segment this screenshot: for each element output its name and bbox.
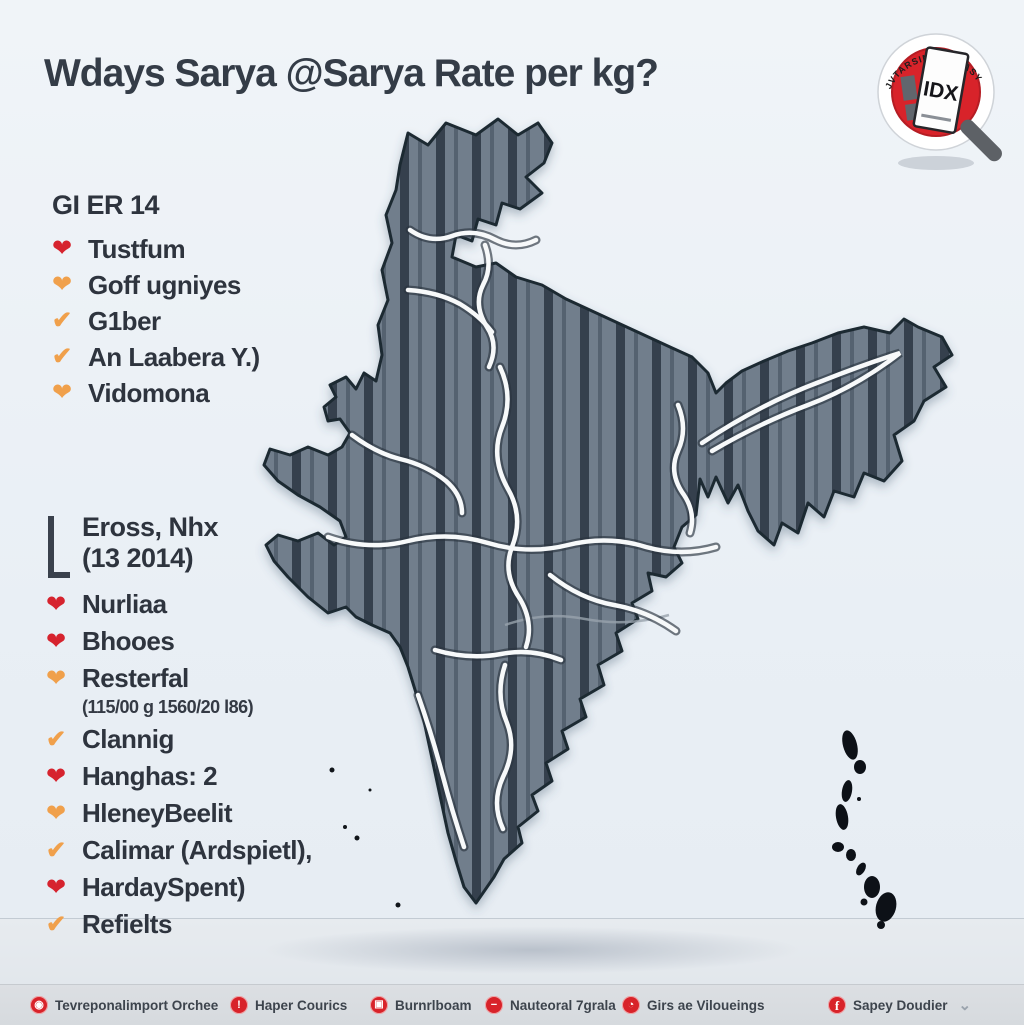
list-item: Nurliaa <box>46 586 312 623</box>
heart-icon <box>46 593 82 617</box>
list-item-subtext: (115/00 g 1560/20 l86) <box>82 697 254 717</box>
list-item: Tustfum <box>52 231 260 267</box>
island-chain <box>832 730 897 929</box>
list-item-label: HleneyBeelit <box>82 798 233 828</box>
list-top: GI ER 14 Tustfum Goff ugniyes G1ber An L… <box>52 190 260 411</box>
list-item-label: An Laabera Y.) <box>88 341 260 372</box>
heart-icon <box>52 237 88 261</box>
magnifier-handle-icon <box>960 119 1002 162</box>
footer-bar: Tevreponalimport Orchee Haper Courics Bu… <box>0 984 1024 1025</box>
footer-item-label: Haper Courics <box>255 997 348 1013</box>
list-item-label: Nurliaa <box>82 589 167 619</box>
footer-item-label: Girs ae Viloueings <box>647 997 765 1013</box>
list-item-label: Vidomona <box>88 377 210 408</box>
heart-icon <box>46 667 82 691</box>
chevron-down-icon <box>959 996 972 1014</box>
footer-item: Burnrlboam <box>370 996 472 1014</box>
heart-icon <box>46 630 82 654</box>
list-item: Vidomona <box>52 375 260 411</box>
list-bottom: Eross, Nhx (13 2014) Nurliaa Bhooes Rest… <box>46 512 312 943</box>
minus-icon <box>485 996 503 1014</box>
list-bottom-header-line2: (13 2014) <box>82 543 194 573</box>
list-item: Clannig <box>46 721 312 758</box>
list-item: Refielts <box>46 906 312 943</box>
list-item-label: Bhooes <box>82 626 175 656</box>
footer-item: Haper Courics <box>230 996 347 1014</box>
india-map <box>262 117 954 929</box>
heart-icon <box>52 381 88 405</box>
check-icon <box>46 839 82 863</box>
check-icon <box>46 728 82 752</box>
list-item-label: Refielts <box>82 909 172 939</box>
india-outline <box>262 117 954 905</box>
list-item-label: HardaySpent) <box>82 872 246 902</box>
page-title: Wdays Sarya @Sarya Rate per kg? <box>44 52 659 95</box>
heart-icon <box>52 273 88 297</box>
swirl-icon <box>30 996 48 1014</box>
list-bottom-header: Eross, Nhx (13 2014) <box>46 512 312 578</box>
list-top-header: GI ER 14 <box>52 190 160 220</box>
footer-item-label: Tevreponalimport Orchee <box>55 997 219 1013</box>
footer-item: Nauteoral 7grala <box>485 996 616 1014</box>
list-item: An Laabera Y.) <box>52 339 260 375</box>
map-shadow <box>262 926 802 974</box>
check-icon <box>46 913 82 937</box>
bracket-icon <box>48 516 70 578</box>
check-icon <box>52 345 88 369</box>
check-icon <box>52 309 88 333</box>
logo-document-icon: IDX <box>912 46 970 134</box>
list-item: Calimar (Ardspietl), <box>46 832 312 869</box>
footer-item: Tevreponalimport Orchee <box>30 996 218 1014</box>
footer-item-label: Burnrlboam <box>395 997 472 1013</box>
heart-icon <box>46 876 82 900</box>
list-item: HardaySpent) <box>46 869 312 906</box>
ink-specks <box>329 767 401 908</box>
footer-item: Girs ae Viloueings <box>622 996 765 1014</box>
grid-icon <box>370 996 388 1014</box>
footer-item: Sapey Doudier <box>828 996 971 1014</box>
logo-shadow <box>898 156 974 170</box>
heart-icon <box>46 802 82 826</box>
list-item-label: Resterfal <box>82 663 189 693</box>
list-item: HleneyBeelit <box>46 795 312 832</box>
list-item-label: Tustfum <box>88 233 186 264</box>
list-item: Resterfal <box>46 660 312 697</box>
heart-icon <box>46 765 82 789</box>
list-item: Hanghas: 2 <box>46 758 312 795</box>
list-item: Bhooes <box>46 623 312 660</box>
list-item: Goff ugniyes <box>52 267 260 303</box>
exclaim-icon <box>230 996 248 1014</box>
list-item: G1ber <box>52 303 260 339</box>
footer-item-label: Nauteoral 7grala <box>510 997 616 1013</box>
footer-item-label: Sapey Doudier <box>853 997 948 1013</box>
disc-icon <box>622 996 640 1014</box>
list-item-label: Clannig <box>82 724 174 754</box>
facebook-icon <box>828 996 846 1014</box>
list-item-label: Hanghas: 2 <box>82 761 218 791</box>
list-item-label: Goff ugniyes <box>88 269 241 300</box>
list-item-label: G1ber <box>88 305 161 336</box>
list-bottom-header-line1: Eross, Nhx <box>82 512 219 542</box>
brand-logo: JVTARSIN KHABASY IDX <box>860 20 1012 172</box>
list-item-label: Calimar (Ardspietl), <box>82 835 312 865</box>
